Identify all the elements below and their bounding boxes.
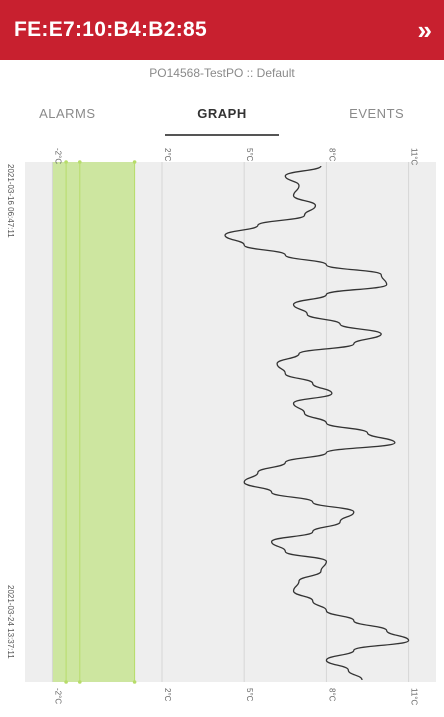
axis-tick-label-top: 8°C [327, 148, 336, 162]
acceptable-range-band [52, 162, 135, 682]
axis-tick-label-bottom: 5°C [245, 688, 254, 702]
device-id-title: FE:E7:10:B4:B2:85 [14, 18, 207, 41]
graph-svg: -2°C -2°C 2°C 2°C 5°C 5°C 8°C 8°C 11°C 11°C 2021-0… [6, 148, 436, 706]
axis-tick-label-bottom: 2°C [163, 688, 172, 702]
axis-tick-label-top: -2°C [53, 148, 62, 164]
temperature-trace [224, 165, 410, 681]
band-marker-dot [78, 680, 82, 684]
tab-events[interactable]: EVENTS [349, 106, 405, 121]
band-marker-dot [78, 160, 82, 164]
band-marker-dot [64, 680, 68, 684]
tab-bar: ALARMS GRAPH EVENTS [0, 98, 444, 136]
band-marker-dot [64, 160, 68, 164]
end-time-label: 2021-03-24 13:37:11 [6, 585, 15, 659]
axis-tick-label-bottom: 11°C [410, 688, 419, 706]
axis-tick-label-bottom: -2°C [53, 688, 62, 704]
band-marker-dot [132, 160, 137, 164]
start-time-label: 2021-03-16 06:47:11 [6, 164, 15, 238]
band-marker-dot [132, 680, 137, 684]
axis-tick-label-bottom: 8°C [327, 688, 336, 702]
tab-graph[interactable]: GRAPH [155, 98, 290, 136]
double-chevron-right-icon[interactable]: » [417, 15, 432, 45]
axis-tick-label-top: 11°C [410, 148, 419, 166]
app-header: FE:E7:10:B4:B2:85 » [0, 0, 444, 60]
temperature-graph[interactable]: -2°C -2°C 2°C 2°C 5°C 5°C 8°C 8°C 11°C 11°C 2021-0… [0, 136, 444, 712]
axis-tick-label-top: 5°C [245, 148, 254, 162]
tab-alarms[interactable]: ALARMS [39, 106, 96, 121]
po-subtitle: PO14568-TestPO :: Default [149, 66, 295, 80]
axis-tick-label-top: 2°C [163, 148, 172, 162]
